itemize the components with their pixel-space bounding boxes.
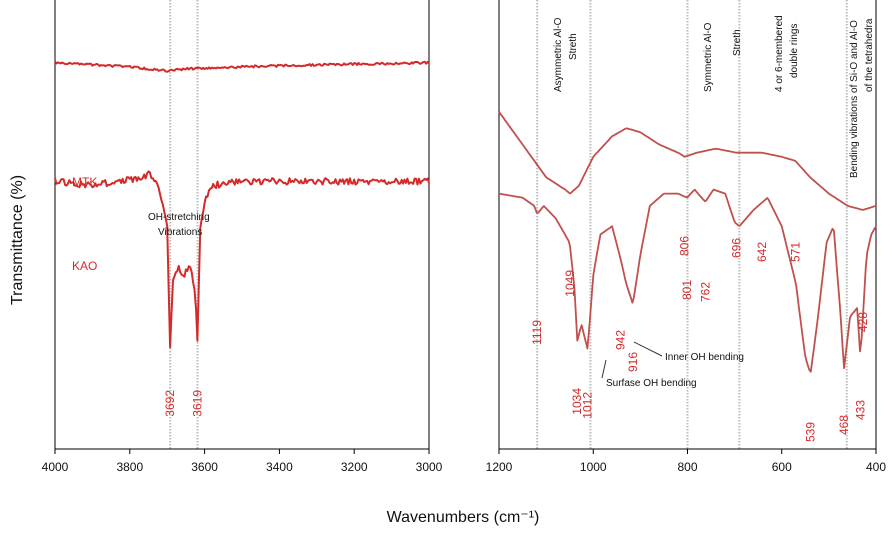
peak-label: 1012 xyxy=(581,392,595,419)
surfase-oh-bending-annotation: Surfase OH bending xyxy=(606,378,697,389)
rings-annotation: 4 or 6-membered xyxy=(774,15,785,92)
series-line-kao xyxy=(498,188,877,373)
x-tick-label: 800 xyxy=(677,460,697,474)
asym-streth-annotation: Streth xyxy=(568,33,579,60)
sym-streth-annotation: Streth xyxy=(732,29,743,56)
left-series xyxy=(54,60,430,349)
peak-label: 428 xyxy=(856,312,870,332)
series-line-kao xyxy=(54,170,430,349)
tetrahedra-annotation: of the tetrahedra xyxy=(864,18,875,92)
peak-label: 916 xyxy=(626,352,640,372)
inner-oh-bending-annotation: Inner OH bending xyxy=(665,352,744,363)
right-x-ticks: 1200 1000 800 600 400 xyxy=(486,449,886,474)
left-peak-labels: 3692 3619 xyxy=(163,390,204,417)
x-tick-label: 1000 xyxy=(580,460,607,474)
peak-label: 762 xyxy=(698,282,712,302)
peak-label: 571 xyxy=(788,242,802,262)
left-guides xyxy=(169,0,199,449)
x-tick-label: 4000 xyxy=(42,460,69,474)
peak-label: 468 xyxy=(837,415,851,435)
x-tick-label: 600 xyxy=(772,460,792,474)
y-axis-title: Transmittance (%) xyxy=(9,175,26,305)
peak-label: 696 xyxy=(730,238,744,258)
double-rings-annotation: double rings xyxy=(789,24,800,78)
left-panel: 4000 3800 3600 3400 3200 3000 3692 3619 MTK KA… xyxy=(42,0,443,474)
series-line-mtk xyxy=(54,60,430,73)
peak-label: 942 xyxy=(614,330,628,350)
x-tick-label: 3600 xyxy=(191,460,218,474)
peak-label: 642 xyxy=(755,242,769,262)
x-tick-label: 3400 xyxy=(266,460,293,474)
peak-label: 801 xyxy=(680,280,694,300)
series-line-mtk xyxy=(498,111,877,211)
x-tick-label: 3200 xyxy=(341,460,368,474)
x-tick-label: 3000 xyxy=(416,460,443,474)
left-x-ticks: 4000 3800 3600 3400 3200 3000 xyxy=(42,449,443,474)
peak-label: 1049 xyxy=(563,270,577,297)
surfase-oh-pointer xyxy=(601,359,607,379)
inner-oh-pointer xyxy=(633,341,663,357)
peak-label: 1119 xyxy=(530,320,544,345)
peak-label: 1034 xyxy=(570,388,584,415)
oh-stretching-annotation: OH-stretching xyxy=(148,212,210,223)
peak-label: 806 xyxy=(678,236,692,256)
right-series xyxy=(498,111,877,373)
x-tick-label: 400 xyxy=(866,460,886,474)
bending-annotation: Bending vibrations of Si-O and Al-O xyxy=(849,20,860,178)
asym-alo-annotation: Asymmetric Al-O xyxy=(553,17,564,92)
sym-alo-annotation: Symmetric Al-O xyxy=(703,22,714,92)
x-tick-label: 3800 xyxy=(116,460,143,474)
mtk-series-label: MTK xyxy=(72,175,97,189)
peak-label: 539 xyxy=(803,422,817,442)
peak-label: 3619 xyxy=(190,390,204,417)
peak-label: 3692 xyxy=(163,390,177,417)
kao-series-label: KAO xyxy=(72,259,97,273)
vibrations-annotation: Vibrations xyxy=(158,227,202,238)
x-tick-label: 1200 xyxy=(486,460,513,474)
peak-label: 433 xyxy=(853,400,867,420)
x-axis-title: Wavenumbers (cm⁻¹) xyxy=(387,509,540,526)
